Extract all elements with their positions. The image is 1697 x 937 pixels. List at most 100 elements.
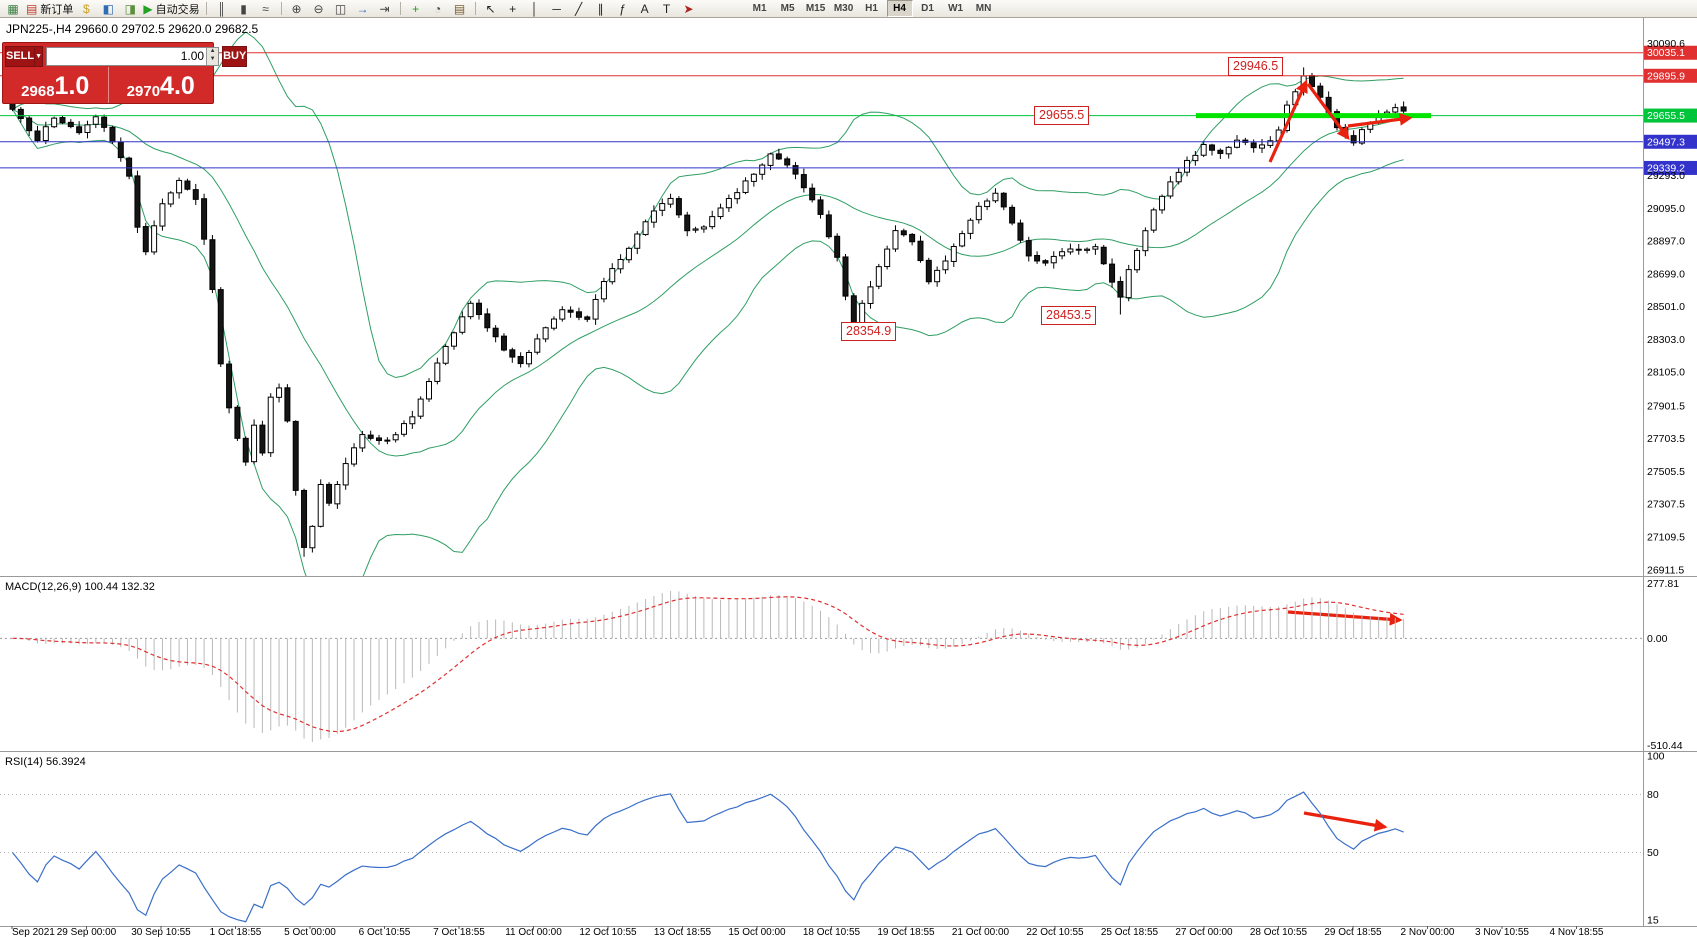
- autotrading-button[interactable]: ▶ 自动交易: [141, 1, 201, 17]
- macd-signal-line[interactable]: [12, 596, 1404, 733]
- sell-dropdown-icon[interactable]: ▼: [35, 45, 44, 67]
- vertical-line-icon[interactable]: │: [524, 1, 546, 17]
- time-axis-label: 29 Oct 18:55: [1324, 927, 1382, 937]
- volume-stepper[interactable]: ▲ ▼: [206, 47, 219, 65]
- volume-input[interactable]: [47, 47, 207, 65]
- symbols-icon[interactable]: $: [75, 1, 97, 17]
- candlestick-chart-icon[interactable]: ▮: [233, 1, 255, 17]
- data-window-icon[interactable]: ◨: [119, 1, 141, 17]
- zoom-in-icon[interactable]: ⊕: [286, 1, 308, 17]
- timeframe-button-m15[interactable]: M15: [805, 3, 826, 14]
- timeframe-button-w1[interactable]: W1: [948, 3, 964, 14]
- macd-panel: [12, 590, 1405, 742]
- bar-chart-icon[interactable]: ║: [211, 1, 233, 17]
- fibonacci-icon[interactable]: ƒ: [612, 1, 634, 17]
- timeframe-button-d1[interactable]: D1: [921, 3, 934, 14]
- tile-windows-icon: ◫: [334, 1, 347, 16]
- cursor-icon[interactable]: ↖: [480, 1, 502, 17]
- zoom-out-icon[interactable]: ⊖: [308, 1, 330, 17]
- buy-button[interactable]: BUY: [222, 45, 248, 67]
- rsi-line[interactable]: [12, 791, 1404, 923]
- bear-candle: [809, 187, 816, 201]
- bull-candle: [1059, 251, 1066, 257]
- timeframe-button-m5[interactable]: M5: [780, 3, 795, 14]
- sell-price[interactable]: 2968 1.0: [3, 67, 109, 103]
- timeframe-button-m1[interactable]: M1: [752, 3, 767, 14]
- price-tag: [1644, 134, 1697, 149]
- bear-candle: [500, 335, 507, 351]
- bear-candle: [792, 165, 799, 175]
- trendline-icon[interactable]: ╱: [568, 1, 590, 17]
- price-callout[interactable]: 29655.5: [1034, 106, 1090, 125]
- macd-indicator-label: MACD(12,26,9) 100.44 132.32: [5, 581, 155, 593]
- bull-candle: [700, 226, 707, 230]
- shapes-icon[interactable]: ➤: [678, 1, 700, 17]
- price-callout[interactable]: 28453.5: [1041, 306, 1097, 325]
- channel-icon[interactable]: ∥: [590, 1, 612, 17]
- price-axis-label: 28897.0: [1647, 236, 1685, 248]
- label-icon[interactable]: T: [656, 1, 678, 17]
- bollinger-middle-band[interactable]: [12, 108, 1404, 457]
- bear-candle: [109, 126, 116, 143]
- chart-shift-icon[interactable]: ⇥: [374, 1, 396, 17]
- bollinger-lower-band[interactable]: [12, 108, 1404, 619]
- vertical-line-icon: │: [530, 1, 539, 16]
- price-tag-label: 29339.2: [1647, 162, 1685, 174]
- volume-up-icon[interactable]: ▲: [206, 47, 219, 56]
- rsi-arrow-annotation[interactable]: [1303, 811, 1388, 832]
- bull-candle: [434, 362, 441, 382]
- tile-windows-icon[interactable]: ◫: [330, 1, 352, 17]
- buy-price[interactable]: 2970 4.0: [109, 67, 214, 103]
- auto-scroll-icon[interactable]: →: [352, 1, 374, 17]
- price-tag: [1644, 68, 1697, 83]
- periods-icon[interactable]: ◔: [427, 1, 449, 17]
- sell-button[interactable]: SELL: [5, 45, 36, 67]
- bear-candle: [1109, 263, 1116, 283]
- price-axis-label: 27703.5: [1647, 433, 1685, 445]
- indicators-icon[interactable]: +: [405, 1, 427, 17]
- price-main-digits: 2968: [21, 83, 55, 100]
- bear-candle: [567, 309, 574, 313]
- price-callout[interactable]: 29946.5: [1228, 57, 1284, 76]
- bull-candle: [450, 332, 457, 347]
- time-axis-label: 5 Oct 00:00: [284, 927, 336, 937]
- price-callout[interactable]: 28354.9: [841, 322, 897, 341]
- bull-candle: [542, 327, 549, 340]
- trend-arrow-annotation[interactable]: [1306, 83, 1350, 141]
- timeframe-button-mn[interactable]: MN: [975, 3, 992, 14]
- bull-candle: [417, 398, 424, 417]
- timeframe-button-h1[interactable]: H1: [865, 3, 878, 14]
- bull-candle: [176, 179, 183, 194]
- bull-candle: [1225, 146, 1232, 155]
- chart-background: [0, 18, 1697, 937]
- rsi-axis-label: 50: [1647, 847, 1659, 859]
- templates-icon[interactable]: ▤: [449, 1, 471, 17]
- volume-down-icon[interactable]: ▼: [206, 56, 219, 65]
- price-axis-label: 27307.5: [1647, 499, 1685, 511]
- horizontal-line-icon[interactable]: ─: [546, 1, 568, 17]
- bear-candle: [117, 141, 124, 159]
- fibonacci-icon: ƒ: [619, 1, 626, 16]
- bull-candle: [992, 192, 999, 202]
- bear-candle: [1400, 106, 1407, 112]
- bear-candle: [925, 259, 932, 283]
- new-chart-icon[interactable]: ▦: [2, 1, 24, 17]
- text-icon[interactable]: A: [634, 1, 656, 17]
- trend-arrow-annotation[interactable]: [1347, 112, 1413, 128]
- trend-arrow-annotation[interactable]: [1268, 79, 1308, 163]
- new-order-button[interactable]: ▤ 新订单: [24, 1, 75, 17]
- timeframe-button-h4[interactable]: H4: [886, 0, 913, 17]
- macd-arrow-annotation[interactable]: [1287, 610, 1403, 626]
- bull-candle: [725, 198, 732, 209]
- indicators-icon: +: [412, 1, 420, 16]
- bull-candle: [51, 117, 58, 128]
- bull-candle: [392, 434, 399, 441]
- bull-candle: [1175, 171, 1182, 183]
- market-watch-icon[interactable]: ◧: [97, 1, 119, 17]
- price-axis-label: 27901.5: [1647, 400, 1685, 412]
- bull-candle: [892, 230, 899, 250]
- line-chart-icon[interactable]: ≈: [255, 1, 277, 17]
- bear-candle: [67, 121, 74, 128]
- timeframe-button-m30[interactable]: M30: [833, 3, 854, 14]
- crosshair-icon[interactable]: +: [502, 1, 524, 17]
